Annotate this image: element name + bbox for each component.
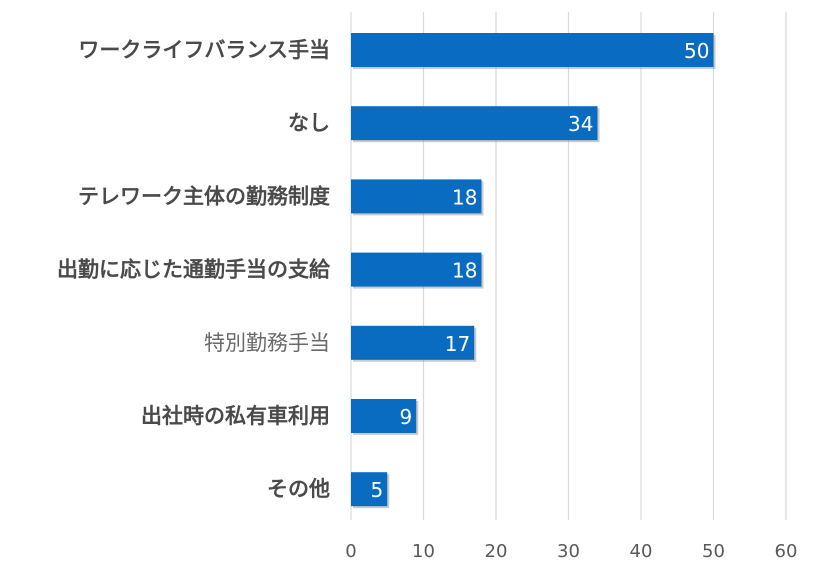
x-tick-label-50: 50: [702, 541, 725, 562]
gridlines: [350, 12, 787, 520]
data-label-3: 18: [452, 259, 477, 283]
category-label-3: 出勤に応じた通勤手当の支給: [57, 258, 331, 282]
category-label-0: ワークライフバランス手当: [78, 38, 330, 62]
category-label-1: なし: [288, 111, 330, 135]
category-label-4: 特別勤務手当: [204, 331, 330, 355]
x-tick-label-60: 60: [775, 541, 798, 562]
bar-1: [351, 106, 598, 141]
data-labels: 50 34 18 18 17 9 5: [371, 39, 710, 502]
category-label-6: その他: [267, 477, 330, 501]
bar-5: [351, 399, 417, 433]
bars: [351, 33, 716, 509]
bar-2: [351, 179, 482, 214]
bar-4: [351, 325, 475, 360]
x-tick-label-20: 20: [485, 541, 508, 562]
bar-0: [351, 33, 714, 67]
category-label-2: テレワーク主体の勤務制度: [78, 184, 330, 208]
data-label-1: 34: [568, 112, 593, 136]
data-label-6: 5: [371, 478, 384, 502]
x-tick-label-10: 10: [412, 541, 435, 562]
category-labels: ワークライフバランス手当なしテレワーク主体の勤務制度出勤に応じた通勤手当の支給特…: [57, 38, 331, 501]
category-label-5: 出社時の私有車利用: [141, 404, 330, 428]
data-label-2: 18: [452, 185, 477, 209]
data-label-0: 50: [684, 39, 709, 63]
data-label-5: 9: [400, 405, 413, 429]
x-axis-ticks: 0 10 20 30 40 50 60: [345, 541, 797, 562]
bar-3: [351, 252, 482, 287]
bar-6: [351, 472, 388, 507]
x-tick-label-0: 0: [345, 541, 356, 562]
data-label-4: 17: [445, 332, 470, 356]
x-tick-label-30: 30: [557, 541, 580, 562]
x-tick-label-40: 40: [630, 541, 653, 562]
